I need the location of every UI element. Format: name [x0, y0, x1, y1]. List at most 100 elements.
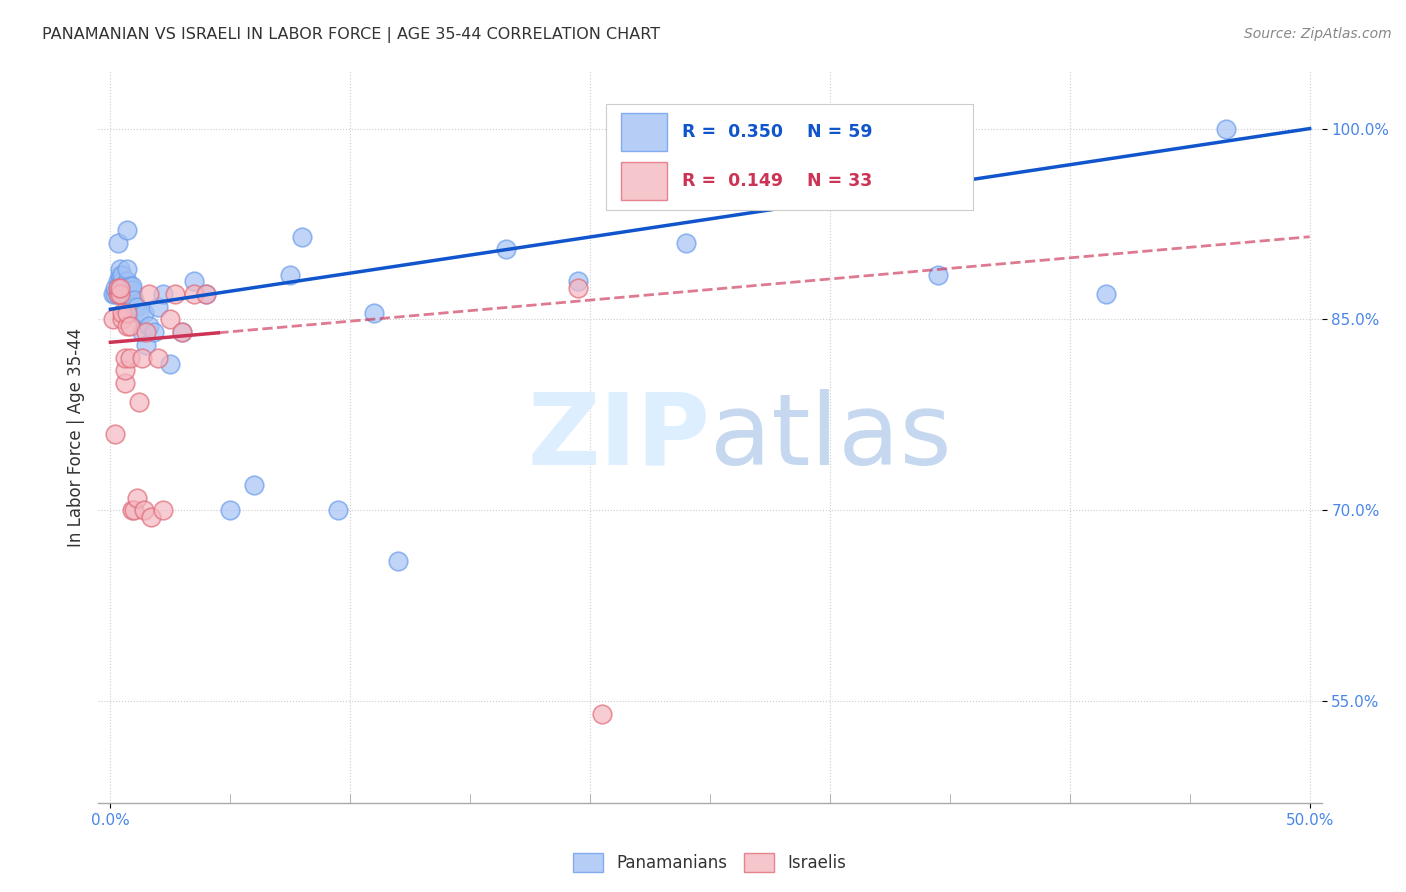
Point — [591, 706, 613, 721]
Point — [1094, 287, 1116, 301]
Point — [107, 274, 129, 288]
Point — [115, 223, 138, 237]
Point — [387, 554, 409, 568]
Point — [135, 338, 157, 352]
Point — [107, 287, 129, 301]
Point — [108, 268, 131, 282]
Point — [108, 287, 131, 301]
Point — [118, 283, 141, 297]
Point — [111, 274, 134, 288]
Point — [101, 312, 124, 326]
Point — [108, 274, 131, 288]
Point — [115, 261, 138, 276]
Point — [132, 503, 155, 517]
Point — [124, 293, 146, 308]
Point — [118, 287, 141, 301]
Point — [114, 287, 136, 301]
Point — [104, 280, 127, 294]
Point — [172, 325, 194, 339]
Point — [363, 306, 385, 320]
Point — [118, 351, 141, 365]
Text: R =  0.350    N = 59: R = 0.350 N = 59 — [682, 123, 872, 141]
Point — [115, 287, 138, 301]
Point — [115, 279, 138, 293]
Point — [108, 280, 131, 294]
Point — [115, 274, 138, 288]
Point — [183, 287, 205, 301]
Point — [115, 283, 138, 297]
Point — [107, 280, 129, 294]
Point — [152, 503, 174, 517]
Point — [118, 318, 141, 333]
Point — [124, 300, 146, 314]
Point — [111, 280, 134, 294]
Point — [128, 395, 150, 409]
Point — [138, 287, 160, 301]
Point — [141, 509, 163, 524]
Point — [675, 236, 697, 251]
Point — [128, 306, 150, 320]
Point — [165, 287, 187, 301]
Point — [567, 274, 589, 288]
Point — [195, 287, 218, 301]
Point — [278, 268, 301, 282]
FancyBboxPatch shape — [606, 104, 973, 211]
Point — [148, 300, 170, 314]
Point — [495, 243, 517, 257]
Text: Source: ZipAtlas.com: Source: ZipAtlas.com — [1244, 27, 1392, 41]
Point — [1215, 121, 1237, 136]
Point — [107, 236, 129, 251]
Point — [131, 325, 153, 339]
Text: ZIP: ZIP — [527, 389, 710, 485]
Point — [107, 287, 129, 301]
Point — [114, 279, 136, 293]
Text: atlas: atlas — [710, 389, 952, 485]
Point — [132, 306, 155, 320]
Text: R =  0.149    N = 33: R = 0.149 N = 33 — [682, 172, 872, 190]
Point — [567, 280, 589, 294]
Point — [107, 280, 129, 294]
Point — [111, 306, 134, 320]
Point — [183, 274, 205, 288]
Point — [927, 268, 949, 282]
Point — [195, 287, 218, 301]
Point — [111, 287, 134, 301]
Point — [118, 279, 141, 293]
Point — [243, 477, 266, 491]
Point — [115, 306, 138, 320]
Point — [115, 318, 138, 333]
Point — [124, 503, 146, 517]
FancyBboxPatch shape — [620, 162, 668, 200]
Y-axis label: In Labor Force | Age 35-44: In Labor Force | Age 35-44 — [66, 327, 84, 547]
Point — [104, 426, 127, 441]
Point — [138, 318, 160, 333]
Legend: Panamanians, Israelis: Panamanians, Israelis — [567, 846, 853, 879]
Point — [159, 312, 181, 326]
Point — [111, 268, 134, 282]
Point — [172, 325, 194, 339]
Point — [219, 503, 242, 517]
Point — [114, 363, 136, 377]
Point — [121, 283, 143, 297]
Point — [148, 351, 170, 365]
Point — [108, 287, 131, 301]
Point — [101, 287, 124, 301]
Text: PANAMANIAN VS ISRAELI IN LABOR FORCE | AGE 35-44 CORRELATION CHART: PANAMANIAN VS ISRAELI IN LABOR FORCE | A… — [42, 27, 661, 43]
Point — [159, 357, 181, 371]
Point — [108, 280, 131, 294]
Point — [108, 261, 131, 276]
Point — [114, 376, 136, 390]
Point — [121, 287, 143, 301]
Point — [152, 287, 174, 301]
Point — [121, 503, 143, 517]
Point — [135, 325, 157, 339]
Point — [131, 351, 153, 365]
Point — [114, 351, 136, 365]
Point — [121, 279, 143, 293]
Point — [111, 312, 134, 326]
Point — [125, 491, 148, 505]
Point — [291, 229, 314, 244]
Point — [328, 503, 350, 517]
FancyBboxPatch shape — [620, 113, 668, 151]
Point — [142, 325, 165, 339]
